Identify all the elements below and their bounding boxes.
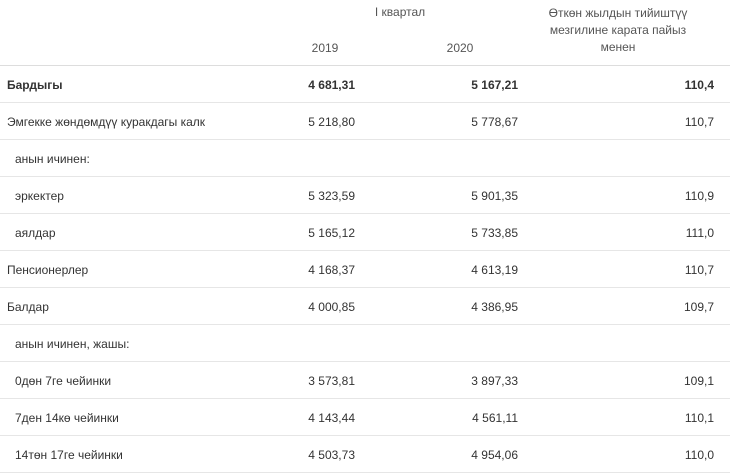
row-label: Пенсионерлер: [7, 263, 89, 277]
value-percent: 111,0: [685, 226, 714, 240]
value-2019: 3 573,81: [308, 374, 355, 388]
table-row: Пенсионерлер 4 168,37 4 613,19 110,7: [0, 251, 730, 288]
value-percent: 110,7: [684, 115, 714, 129]
value-percent: 109,7: [683, 300, 714, 314]
header-year-2019: 2019: [311, 41, 339, 55]
row-label: анын ичинен:: [15, 152, 90, 166]
value-2019: 4 168,37: [308, 263, 355, 277]
table-row: анын ичинен, жашы:: [0, 325, 730, 362]
table-row: анын ичинен:: [0, 140, 730, 177]
value-percent: 110,1: [684, 411, 714, 425]
table-row: 14төн 17ге чейинки 4 503,73 4 954,06 110…: [0, 436, 730, 473]
value-percent: 110,9: [684, 189, 714, 203]
table-row: аялдар 5 165,12 5 733,85 111,0: [0, 214, 730, 251]
header-percent: Өткөн жылдын тийиштүү мезгилине карата п…: [528, 5, 708, 56]
table-row: Балдар 4 000,85 4 386,95 109,7: [0, 288, 730, 325]
value-2020: 4 954,06: [471, 448, 518, 462]
header-quarter: I квартал: [374, 5, 426, 19]
value-2020: 5 778,67: [471, 115, 518, 129]
value-2020: 5 167,21: [471, 78, 518, 92]
value-2019: 4 503,73: [308, 448, 355, 462]
value-2019: 4 143,44: [308, 411, 355, 425]
header-percent-line3: менен: [600, 40, 636, 54]
row-label: Бардыгы: [7, 78, 63, 92]
table-row: Бардыгы 4 681,31 5 167,21 110,4: [0, 66, 730, 103]
value-2019: 5 218,80: [308, 115, 355, 129]
value-2019: 4 000,85: [308, 300, 355, 314]
table-row: 7ден 14кө чейинки 4 143,44 4 561,11 110,…: [0, 399, 730, 436]
table-row: Эмгекке жөндөмдүү куракдагы калк 5 218,8…: [0, 103, 730, 140]
value-2020: 5 733,85: [471, 226, 518, 240]
row-label: 14төн 17ге чейинки: [15, 448, 123, 462]
data-table: Бардыгы 4 681,31 5 167,21 110,4 Эмгекке …: [0, 66, 730, 473]
row-label: эркектер: [15, 189, 64, 203]
value-percent: 110,0: [684, 448, 714, 462]
row-label: анын ичинен, жашы:: [15, 337, 130, 351]
row-label: Балдар: [7, 300, 49, 314]
header-percent-line2: мезгилине карата пайыз: [549, 23, 687, 37]
header-year-2020: 2020: [446, 41, 474, 55]
row-label: 7ден 14кө чейинки: [15, 411, 119, 425]
value-2020: 4 561,11: [472, 411, 518, 425]
value-2019: 5 165,12: [308, 226, 355, 240]
header-percent-line1: Өткөн жылдын тийиштүү: [548, 6, 688, 20]
value-2020: 4 386,95: [471, 300, 518, 314]
value-2020: 4 613,19: [471, 263, 518, 277]
row-label: аялдар: [15, 226, 56, 240]
value-2019: 5 323,59: [308, 189, 355, 203]
value-percent: 109,1: [683, 374, 714, 388]
value-percent: 110,7: [684, 263, 714, 277]
value-percent: 110,4: [684, 78, 714, 92]
value-2019: 4 681,31: [308, 78, 355, 92]
value-2020: 5 901,35: [471, 189, 518, 203]
table-row: эркектер 5 323,59 5 901,35 110,9: [0, 177, 730, 214]
row-label: Эмгекке жөндөмдүү куракдагы калк: [7, 115, 206, 129]
row-label: 0дөн 7ге чейинки: [15, 374, 112, 388]
header-divider: [0, 65, 730, 66]
table-row: 0дөн 7ге чейинки 3 573,81 3 897,33 109,1: [0, 362, 730, 399]
value-2020: 3 897,33: [471, 374, 518, 388]
